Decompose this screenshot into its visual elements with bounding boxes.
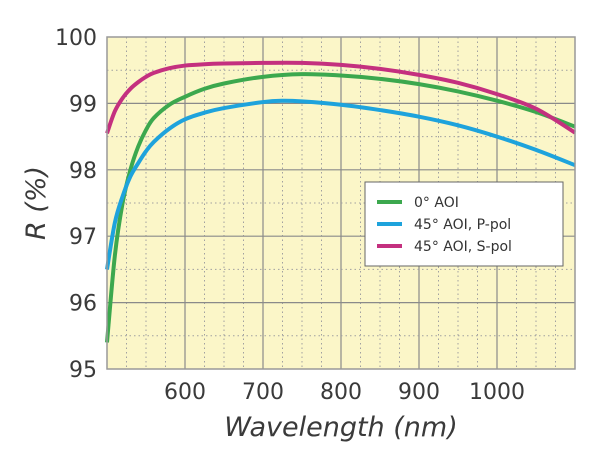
- x-tick-label: 800: [320, 380, 362, 405]
- y-tick-labels: 95 96 97 98 99 100: [55, 26, 97, 383]
- x-tick-labels: 600 700 800 900 1000: [164, 380, 525, 405]
- x-tick-label: 700: [242, 380, 284, 405]
- legend-label-2: 45° AOI, S-pol: [414, 239, 512, 255]
- y-axis-title: R (%): [21, 166, 52, 240]
- x-axis-title: Wavelength (nm): [224, 412, 457, 443]
- y-tick-label: 98: [69, 159, 97, 184]
- legend-label-1: 45° AOI, P-pol: [414, 217, 511, 233]
- x-tick-label: 900: [398, 380, 440, 405]
- plot-border: [106, 36, 576, 370]
- series-line-0: [105, 72, 576, 343]
- y-tick-label: 95: [69, 358, 97, 383]
- y-tick-label: 96: [69, 292, 97, 317]
- legend-label-0: 0° AOI: [414, 195, 459, 211]
- series-line-2: [105, 60, 577, 135]
- x-tick-label: 1000: [469, 380, 525, 405]
- y-tick-label: 97: [69, 225, 97, 250]
- legend: 0° AOI 45° AOI, P-pol 45° AOI, S-pol: [364, 181, 564, 267]
- x-tick-label: 600: [164, 380, 206, 405]
- y-tick-label: 100: [55, 26, 97, 51]
- series-line-1: [105, 98, 576, 270]
- series-lines: [105, 60, 577, 343]
- y-tick-label: 99: [69, 92, 97, 117]
